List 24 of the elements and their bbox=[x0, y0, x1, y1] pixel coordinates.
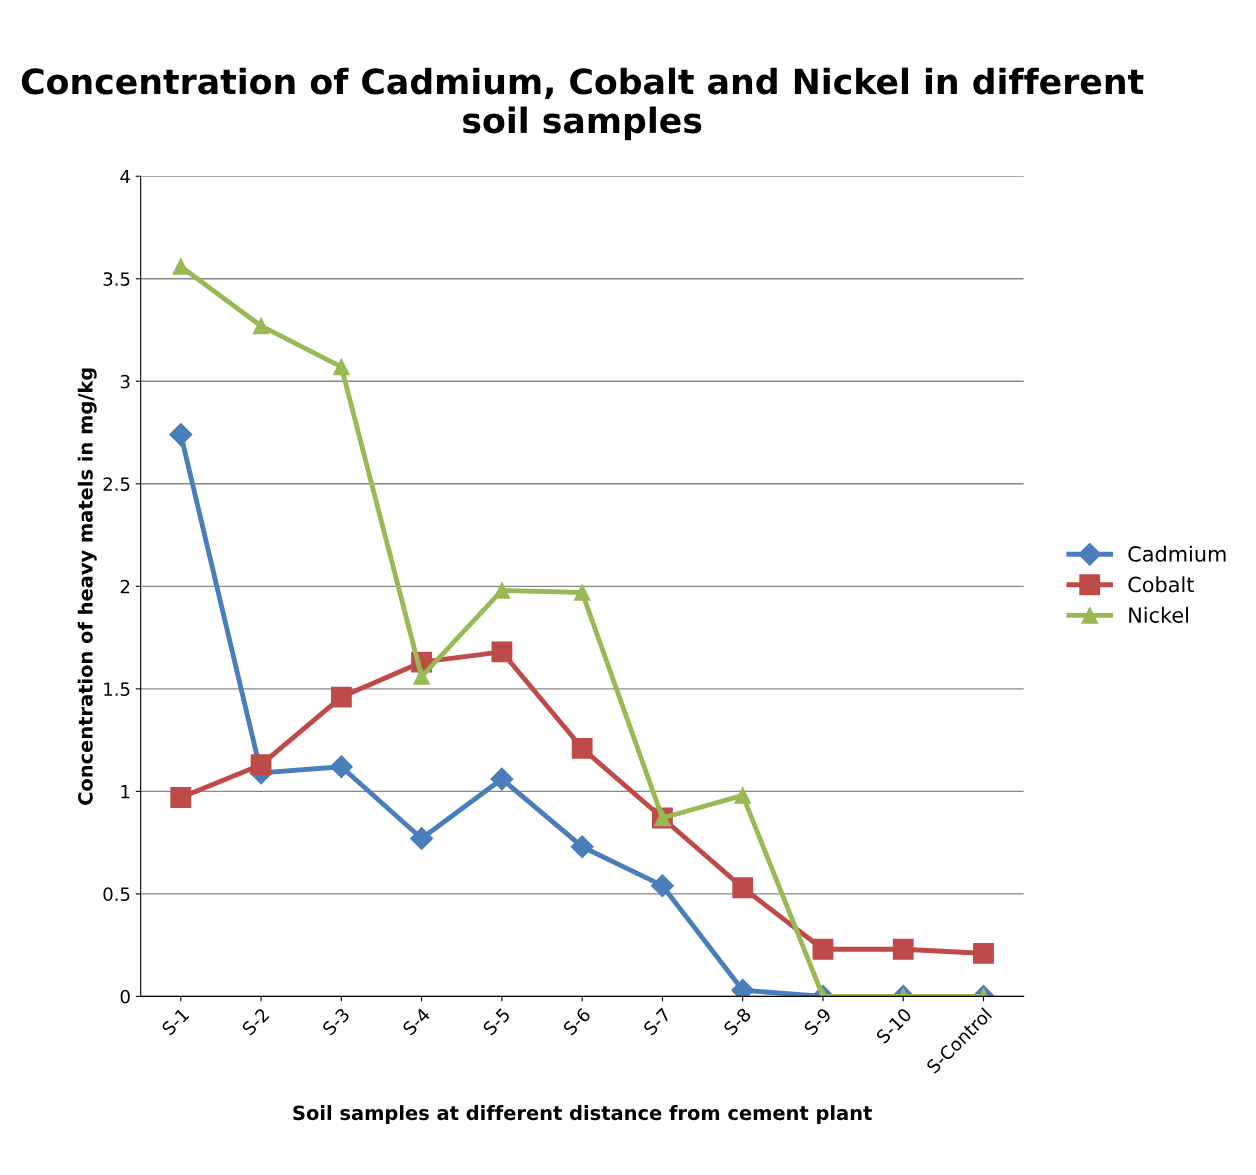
x-tick-label: S-6 bbox=[562, 1007, 592, 1036]
y-tick-label: 4 bbox=[120, 169, 130, 184]
x-tick-label: S-9 bbox=[803, 1007, 832, 1036]
x-axis-title: Soil samples at different distance from cement plant bbox=[293, 1105, 872, 1124]
x-tick-label: S-1 bbox=[161, 1007, 190, 1036]
legend-label: Cadmium bbox=[1128, 545, 1226, 562]
y-tick-label: 2 bbox=[120, 579, 130, 594]
x-tick-label: S-5 bbox=[482, 1007, 511, 1036]
x-tick-label: S-7 bbox=[642, 1007, 672, 1036]
y-tick-label: 0 bbox=[120, 989, 130, 1004]
y-tick-label: 2.5 bbox=[103, 477, 130, 491]
y-tick-label: 3.5 bbox=[103, 272, 130, 286]
x-tick-label: S-8 bbox=[722, 1007, 752, 1036]
y-tick-label: 1 bbox=[121, 785, 130, 799]
legend-label: Nickel bbox=[1129, 606, 1188, 623]
y-axis-title: Concentration of heavy matels in mg/kg bbox=[77, 368, 97, 805]
legend-label: Cobalt bbox=[1128, 576, 1194, 593]
y-tick-label: 3 bbox=[120, 374, 130, 389]
x-tick-label: S-2 bbox=[241, 1007, 270, 1036]
y-tick-label: 1.5 bbox=[104, 682, 130, 696]
x-tick-label: S-3 bbox=[321, 1007, 351, 1036]
chart-title: Concentration of Cadmium, Cobalt and Nickel in different soil samples bbox=[21, 67, 1144, 141]
y-tick-label: 0.5 bbox=[103, 887, 130, 901]
x-tick-label: S-4 bbox=[401, 1007, 431, 1036]
